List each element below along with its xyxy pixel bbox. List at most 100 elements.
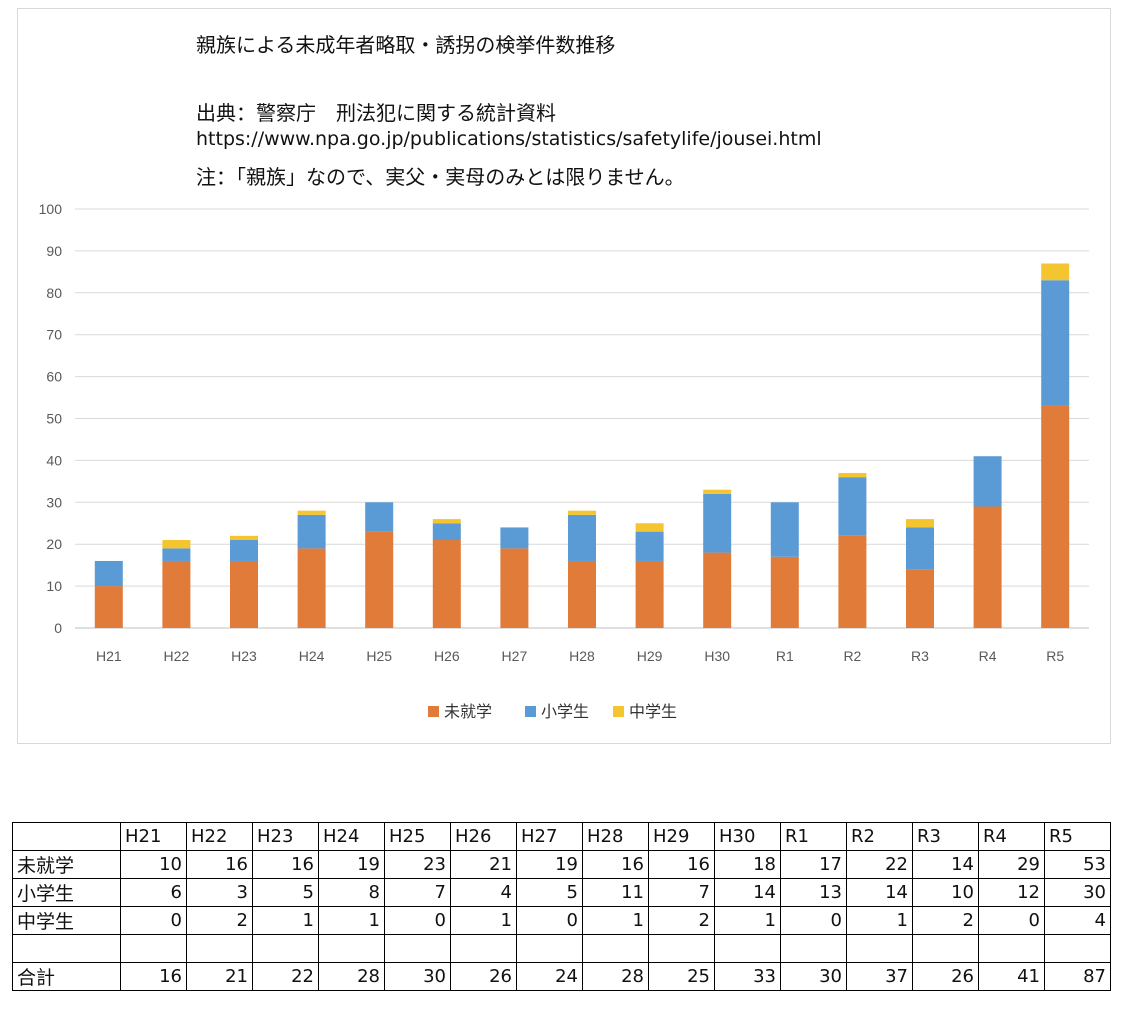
bar-segment-R4-1 xyxy=(973,456,1002,507)
table-cell: 16 xyxy=(120,962,187,991)
table-cell: 16 xyxy=(186,850,253,879)
bar-segment-R3-1 xyxy=(906,527,934,570)
table-cell: 16 xyxy=(648,850,715,879)
chart-source-url: https://www.npa.go.jp/publications/stati… xyxy=(196,128,822,150)
y-tick-label: 60 xyxy=(46,369,62,385)
table-cell: 28 xyxy=(582,962,649,991)
bar-segment-H29-1 xyxy=(635,531,664,561)
bar-segment-H26-1 xyxy=(432,523,461,541)
table-row: 合計 16 21 22 28 30 26 24 28 25 33 30 37 26 41 87 xyxy=(12,962,1111,991)
table-cell xyxy=(450,934,517,963)
x-tick-label: R1 xyxy=(776,648,794,664)
y-tick-label: 20 xyxy=(46,536,62,552)
table-cell: 16 xyxy=(252,850,319,879)
table-cell xyxy=(648,934,715,963)
bar-segment-H29-2 xyxy=(635,523,664,532)
bar-segment-H24-2 xyxy=(297,510,326,515)
table-cell: 14 xyxy=(846,878,913,907)
table-cell: 14 xyxy=(714,878,781,907)
table-cell: 30 xyxy=(780,962,847,991)
table-cell xyxy=(384,934,451,963)
y-tick-label: 30 xyxy=(46,494,62,510)
table-cell: 1 xyxy=(714,906,781,935)
table-cell: 13 xyxy=(780,878,847,907)
table-cell: 26 xyxy=(450,962,517,991)
y-tick-label: 70 xyxy=(46,327,62,343)
bar-segment-H30-2 xyxy=(703,489,732,494)
y-tick-label: 0 xyxy=(54,620,62,636)
table-header-cell: H29 xyxy=(648,822,715,851)
data-table: H21 H22 H23 H24 H25 H26 H27 H28 H29 H30 R1 R2 R3 R4 R5… xyxy=(12,822,1111,991)
bar-segment-H26-2 xyxy=(432,519,461,524)
x-tick-label: H30 xyxy=(704,648,730,664)
x-tick-label: R5 xyxy=(1046,648,1064,664)
bar-segment-H21-0 xyxy=(94,586,123,628)
table-cell: 14 xyxy=(912,850,979,879)
table-cell: 1 xyxy=(252,906,319,935)
y-tick-label: 100 xyxy=(39,201,63,217)
x-tick-label: H24 xyxy=(299,648,325,664)
table-cell: 28 xyxy=(318,962,385,991)
bar-segment-H27-1 xyxy=(500,527,529,549)
bar-segment-R4-0 xyxy=(973,506,1002,628)
table-cell: 2 xyxy=(912,906,979,935)
bar-segment-H22-2 xyxy=(162,540,191,549)
y-tick-label: 90 xyxy=(46,243,62,259)
table-cell: 3 xyxy=(186,878,253,907)
table-row-label: 中学生 xyxy=(12,906,121,935)
bar-segment-R5-1 xyxy=(1041,280,1070,406)
table-cell: 25 xyxy=(648,962,715,991)
table-row: 未就学 10 16 16 19 23 21 19 16 16 18 17 22 14 29 53 xyxy=(12,850,1111,879)
table-header-cell: H22 xyxy=(186,822,253,851)
table-cell: 4 xyxy=(1044,906,1111,935)
bar-segment-R5-2 xyxy=(1041,263,1070,281)
table-cell: 1 xyxy=(582,906,649,935)
legend-swatch xyxy=(613,706,624,717)
table-cell xyxy=(978,934,1045,963)
table-corner-cell xyxy=(12,822,121,851)
table-cell: 21 xyxy=(186,962,253,991)
table-cell: 4 xyxy=(450,878,517,907)
x-tick-label: H22 xyxy=(164,648,190,664)
chart-title: 親族による未成年者略取・誘拐の検挙件数推移 xyxy=(196,33,616,57)
table-cell: 24 xyxy=(516,962,583,991)
table-cell: 0 xyxy=(780,906,847,935)
bar-segment-H25-1 xyxy=(365,502,394,532)
table-cell: 1 xyxy=(846,906,913,935)
bar-segment-H23-1 xyxy=(230,540,258,561)
bar-segment-R1-1 xyxy=(770,502,799,557)
bar-segment-H22-0 xyxy=(162,560,191,628)
y-tick-label: 50 xyxy=(46,411,62,427)
legend-label: 未就学 xyxy=(444,702,492,721)
x-tick-label: H25 xyxy=(366,648,392,664)
table-header-cell: H30 xyxy=(714,822,781,851)
bar-segment-H22-1 xyxy=(162,548,191,561)
table-row: 中学生 0 2 1 1 0 1 0 1 2 1 0 1 2 0 4 xyxy=(12,906,1111,935)
legend-label: 中学生 xyxy=(629,702,677,721)
table-cell: 0 xyxy=(384,906,451,935)
legend-swatch xyxy=(525,706,536,717)
table-cell: 16 xyxy=(582,850,649,879)
bar-segment-R1-0 xyxy=(770,556,799,628)
bar-segment-H24-1 xyxy=(297,514,326,549)
x-tick-label: R3 xyxy=(911,648,929,664)
bar-segment-H28-2 xyxy=(568,510,596,515)
table-header-cell: R4 xyxy=(978,822,1045,851)
table-cell: 37 xyxy=(846,962,913,991)
y-tick-label: 10 xyxy=(46,578,62,594)
table-cell: 30 xyxy=(384,962,451,991)
table-cell: 1 xyxy=(450,906,517,935)
table-cell xyxy=(582,934,649,963)
bar-chart: 0 10 20 30 40 50 60 70 80 90 100 H21 H22 H23 H24 H25 H26… xyxy=(39,201,1089,721)
x-tick-label: H26 xyxy=(434,648,460,664)
bar-segment-H30-0 xyxy=(703,552,732,628)
table-cell xyxy=(780,934,847,963)
bar-segment-H21-1 xyxy=(94,560,123,587)
table-cell: 8 xyxy=(318,878,385,907)
table-row xyxy=(12,934,1111,963)
table-cell xyxy=(912,934,979,963)
table-header-cell: R3 xyxy=(912,822,979,851)
table-cell xyxy=(318,934,385,963)
bar-segment-H24-0 xyxy=(297,548,326,628)
chart-panel: 親族による未成年者略取・誘拐の検挙件数推移 出典：警察庁 刑法犯に関する統計資料… xyxy=(17,8,1111,744)
